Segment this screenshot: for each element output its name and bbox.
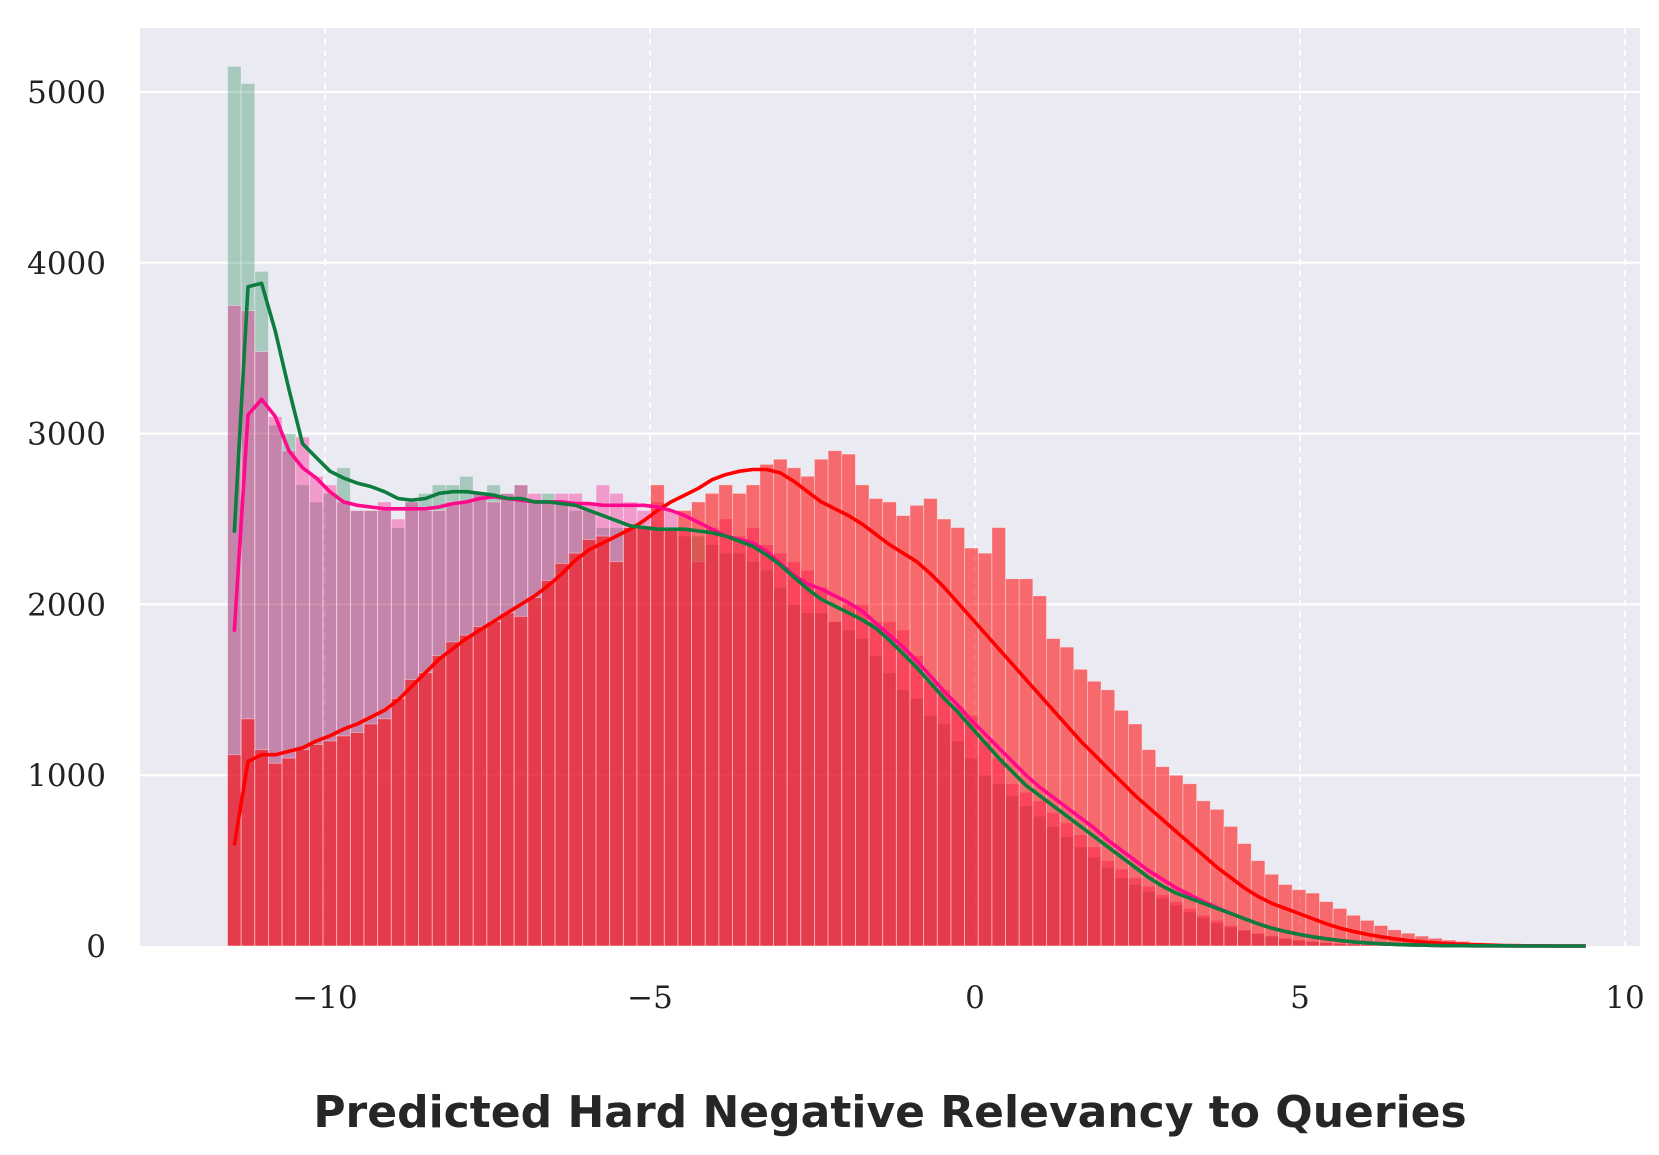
histogram-bar: [418, 672, 433, 947]
histogram-bar: [964, 547, 979, 947]
histogram-bar: [704, 492, 720, 947]
bar-series-2: [227, 450, 1593, 947]
kde-line-0: [232, 281, 1586, 948]
histogram-bar: [759, 463, 774, 947]
histogram-bar: [732, 492, 747, 947]
histogram-bar: [240, 718, 256, 947]
histogram-bar: [582, 539, 597, 947]
histogram-bar: [377, 718, 392, 947]
histogram-bar: [1209, 808, 1225, 947]
histogram-bar: [991, 527, 1006, 947]
kde-layer: [232, 281, 1586, 948]
histogram-bar: [541, 580, 556, 947]
histogram-bar: [882, 501, 897, 947]
histogram-bar: [923, 498, 938, 947]
histogram-bar: [650, 484, 665, 947]
histogram-bar: [786, 467, 802, 947]
histogram-bar: [691, 501, 706, 947]
y-tick-label: 2000: [27, 587, 106, 623]
histogram-bar: [677, 510, 693, 947]
histogram-bar: [308, 744, 324, 947]
histogram-bar: [1237, 843, 1252, 947]
y-tick-label: 5000: [27, 75, 106, 111]
histogram-bar: [1100, 689, 1116, 947]
x-tick-label: −5: [627, 980, 673, 1016]
y-tick-label: 1000: [27, 758, 106, 794]
histogram-bar: [527, 597, 542, 947]
histogram-bar: [336, 735, 351, 947]
histogram-bar: [1128, 723, 1143, 947]
histogram-bar: [322, 740, 338, 947]
histogram-bar: [227, 754, 242, 947]
histogram-bar: [595, 535, 611, 947]
x-tick-label: 10: [1605, 980, 1644, 1016]
histogram-bar: [1059, 646, 1075, 947]
histogram-bar: [268, 762, 283, 947]
y-tick-label: 4000: [27, 246, 106, 282]
histogram-bar: [1114, 709, 1129, 947]
x-tick-labels: −10 −5 0 5 10: [292, 980, 1644, 1016]
histogram-bar: [773, 458, 788, 947]
kde-line-2: [232, 467, 1586, 948]
histogram-bar: [663, 527, 679, 947]
histogram-bar: [1264, 873, 1279, 947]
histogram-bar: [513, 615, 529, 947]
x-tick-label: −10: [292, 980, 357, 1016]
histogram-bar: [745, 484, 761, 947]
histogram-bar: [295, 749, 310, 947]
histogram-bar: [1291, 889, 1307, 947]
y-tick-labels: 0 1000 2000 3000 4000 5000: [27, 75, 106, 965]
bars-layer: [227, 65, 1593, 947]
histogram-bar: [554, 563, 570, 947]
histogram-bar: [814, 458, 829, 947]
histogram-bar: [609, 561, 624, 947]
x-axis-title: Predicted Hard Negative Relevancy to Que…: [313, 1087, 1466, 1138]
histogram-bar: [1155, 766, 1170, 947]
histogram-bar: [486, 621, 501, 947]
histogram-bar: [1168, 774, 1184, 947]
histogram-bar: [841, 453, 856, 947]
histogram-bar: [1018, 578, 1034, 947]
histogram-bar: [1073, 668, 1088, 947]
histogram-bar: [445, 641, 460, 947]
histogram-bar: [1196, 800, 1211, 947]
histogram-bar: [800, 475, 815, 947]
histogram-bar: [1278, 884, 1293, 947]
histogram-bar: [1032, 595, 1047, 947]
histogram-bar: [909, 504, 925, 947]
x-tick-label: 0: [965, 980, 985, 1016]
y-tick-label: 0: [86, 929, 106, 965]
histogram-bar: [950, 527, 966, 947]
histogram-bar: [431, 655, 447, 947]
histogram-bar: [363, 723, 379, 947]
histogram-bar: [349, 732, 365, 947]
histogram-bar: [868, 498, 884, 947]
histogram-bar: [254, 749, 269, 947]
histogram-bar: [1250, 860, 1266, 947]
histogram-bar: [390, 697, 406, 947]
histogram-bar: [404, 679, 420, 947]
histogram-bar: [281, 757, 297, 947]
histogram-bar: [1182, 783, 1198, 947]
histogram-bar: [1223, 826, 1238, 947]
histogram-bar: [1141, 749, 1157, 947]
histogram-bar: [472, 626, 488, 947]
histogram-bar: [622, 527, 638, 947]
histogram-bar: [827, 450, 843, 947]
histogram-bar: [636, 525, 652, 947]
histogram-bar: [855, 484, 870, 947]
y-tick-label: 3000: [27, 417, 106, 453]
histogram-bar: [718, 484, 733, 947]
histogram-bar: [568, 552, 583, 947]
x-tick-label: 5: [1290, 980, 1310, 1016]
histogram-bar: [459, 634, 474, 947]
histogram-bar: [895, 515, 911, 947]
histogram-bar: [500, 612, 515, 947]
histogram-bar: [1087, 680, 1102, 947]
